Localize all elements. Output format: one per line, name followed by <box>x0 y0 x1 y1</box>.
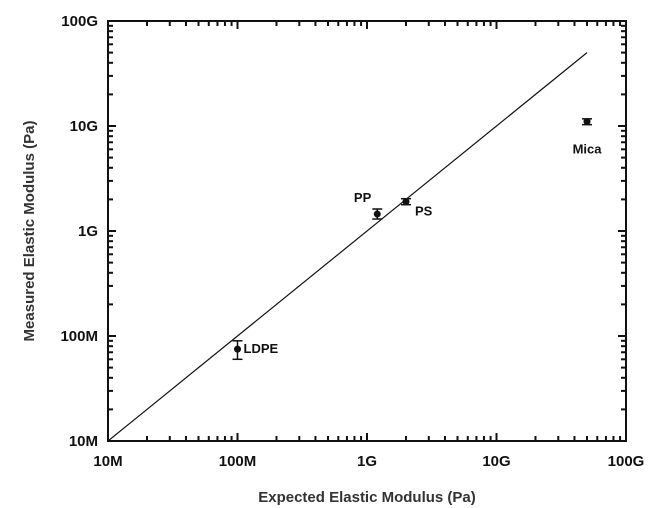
y-tick-label: 100M <box>60 328 98 345</box>
data-point <box>402 198 410 206</box>
point-label: LDPE <box>244 341 279 356</box>
y-tick-label: 1G <box>78 223 98 240</box>
axis-ticks <box>107 21 626 442</box>
point-label: PP <box>354 190 372 205</box>
y-axis-title: Measured Elastic Modulus (Pa) <box>21 121 38 342</box>
y-tick-label: 100G <box>61 13 98 30</box>
x-tick-label: 100G <box>608 453 645 470</box>
data-series: LDPE PP PS Mica <box>107 52 603 442</box>
data-point <box>373 210 381 218</box>
x-axis-title: Expected Elastic Modulus (Pa) <box>258 489 476 506</box>
x-tick-label: 100M <box>219 453 257 470</box>
point-label: PS <box>415 204 433 219</box>
x-tick-label: 10M <box>93 453 122 470</box>
axis-tick-labels: 10M 100M 1G 10G 100G 10M 100M 1G 10G 100G <box>60 13 644 470</box>
data-point <box>234 345 241 353</box>
reference-line <box>107 52 588 442</box>
point-label: Mica <box>573 142 603 157</box>
x-tick-label: 10G <box>482 453 510 470</box>
data-point <box>583 118 591 126</box>
y-tick-label: 10M <box>69 433 98 450</box>
x-tick-label: 1G <box>357 453 377 470</box>
y-tick-label: 10G <box>70 118 98 135</box>
